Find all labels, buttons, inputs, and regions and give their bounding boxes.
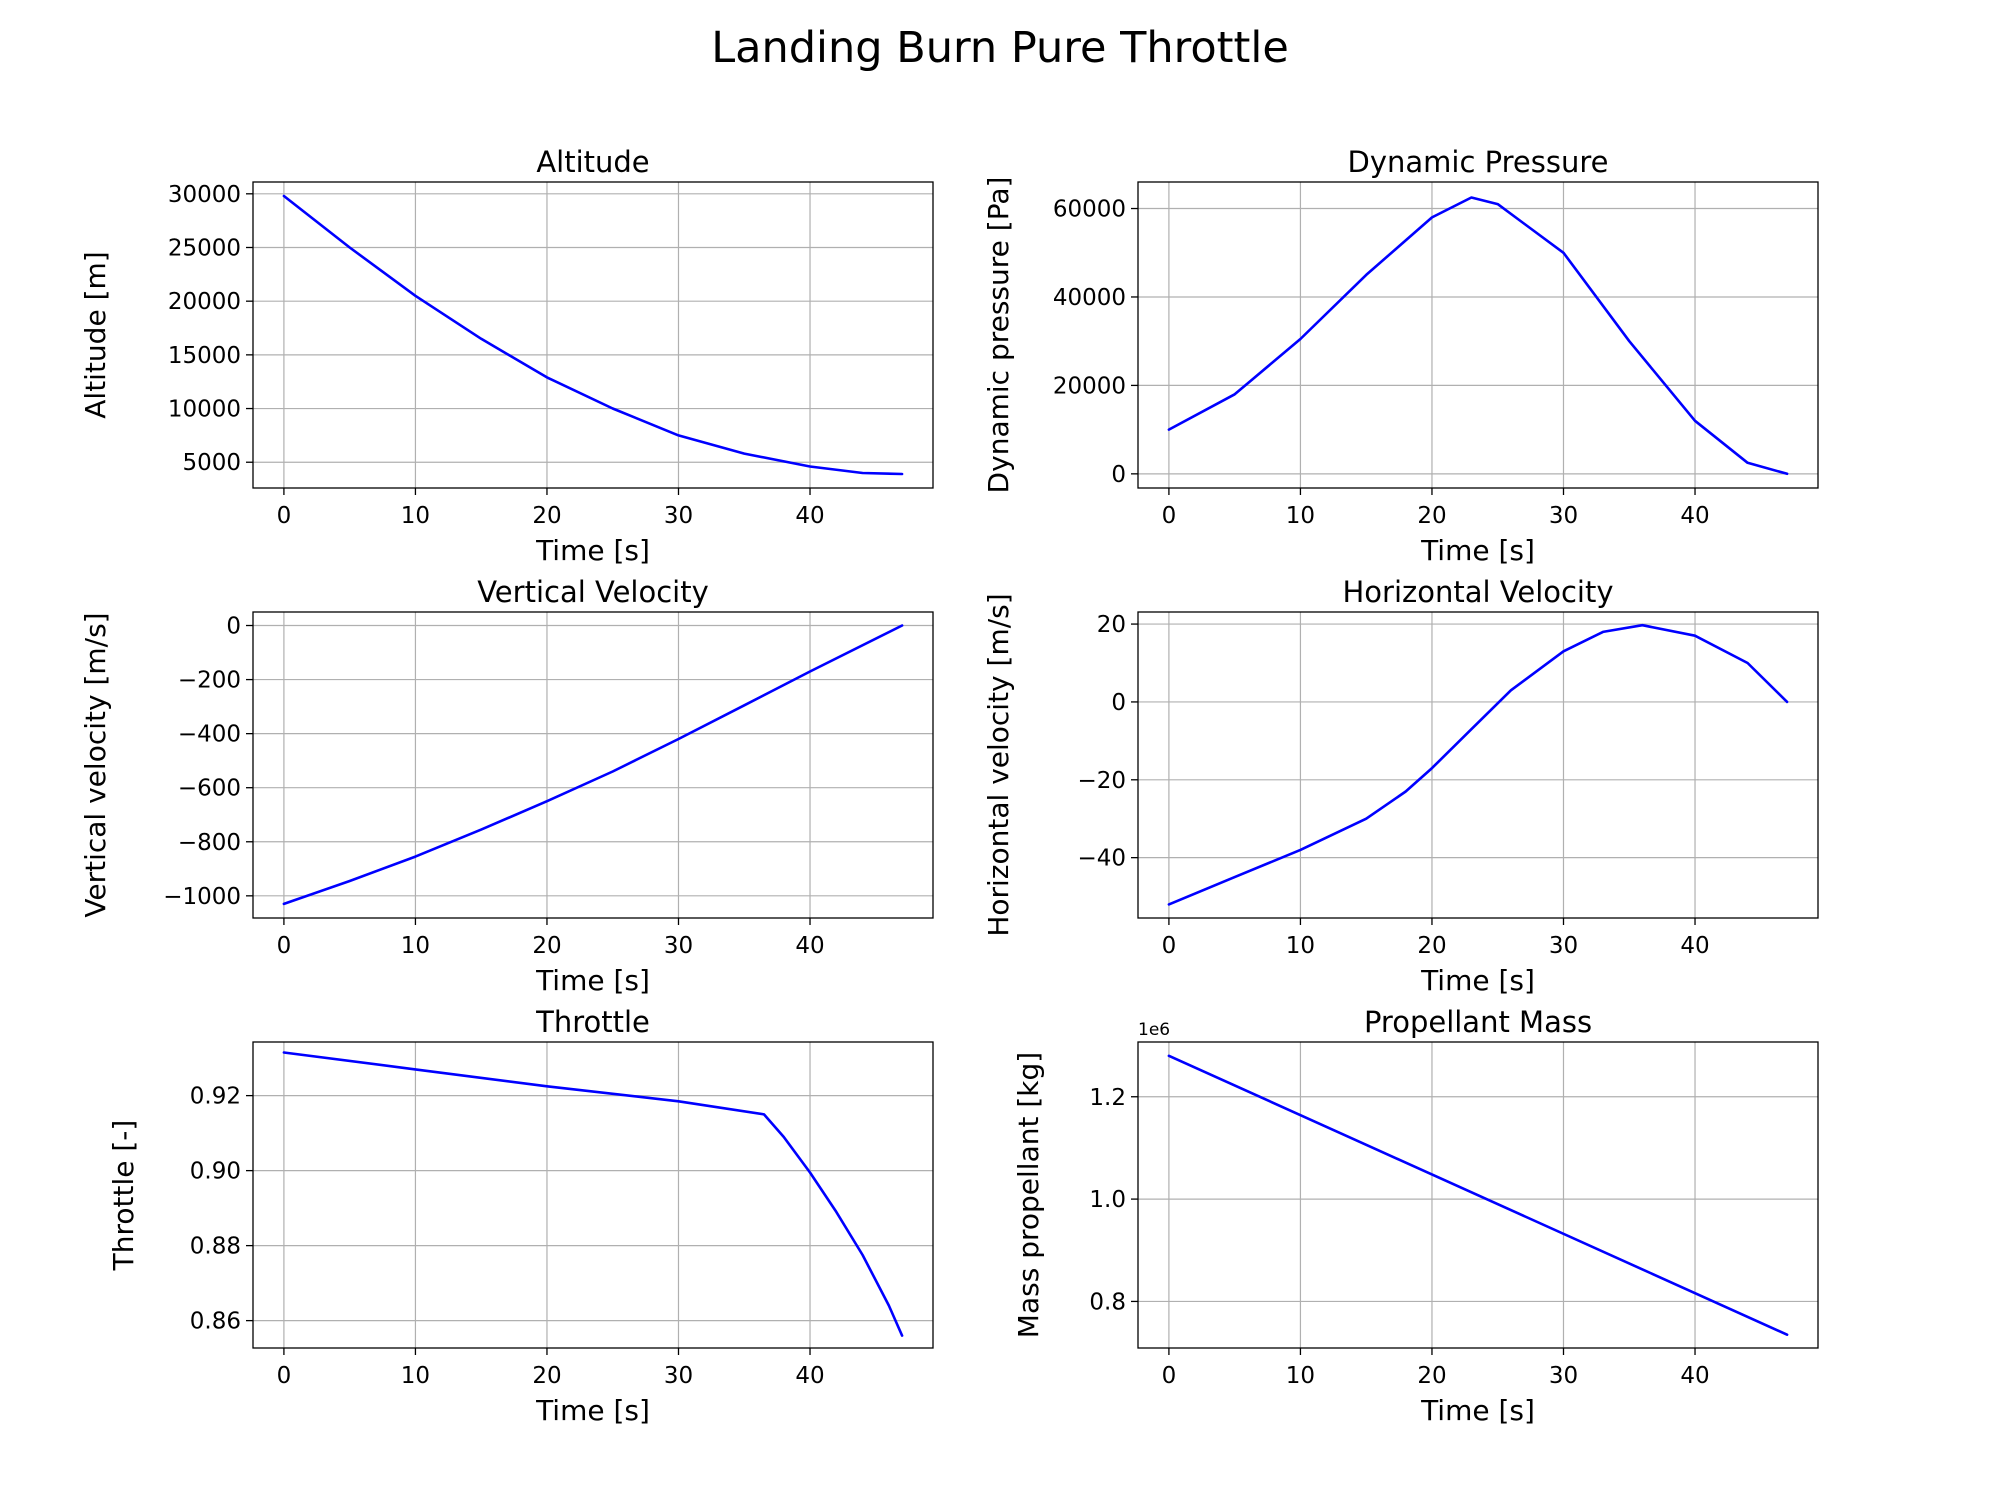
x-tick-label: 30 bbox=[1549, 933, 1578, 959]
y-tick-label: 30000 bbox=[168, 182, 241, 208]
subplot-altitude: 0 10 20 30 40 5000 10000 15000 20000 25000 30000 Al… bbox=[79, 145, 934, 567]
y-tick-label: −1000 bbox=[163, 884, 241, 910]
axes-title: Vertical Velocity bbox=[477, 575, 709, 609]
x-tick-label: 20 bbox=[532, 503, 561, 529]
y-tick-label: 0 bbox=[1111, 462, 1126, 488]
x-tick-label: 0 bbox=[277, 1363, 292, 1389]
y-tick-label: 1.0 bbox=[1089, 1187, 1126, 1213]
x-axis-label: Time [s] bbox=[535, 964, 650, 997]
y-tick-label: 25000 bbox=[168, 235, 241, 261]
subplot-dynamic-pressure: 0 10 20 30 40 0 20000 40000 60000 Dynamic Pressur… bbox=[982, 145, 1819, 567]
x-axis-label: Time [s] bbox=[535, 534, 650, 567]
x-axis-label: Time [s] bbox=[1420, 1394, 1535, 1427]
axes-frame bbox=[252, 611, 934, 919]
x-tick-label: 30 bbox=[1549, 1363, 1578, 1389]
series-line-propellant-mass bbox=[1167, 1054, 1789, 1336]
y-tick-label: −200 bbox=[178, 668, 241, 694]
x-tick-label: 20 bbox=[1417, 1363, 1446, 1389]
x-tick-label: 10 bbox=[401, 933, 430, 959]
axes-frame bbox=[1137, 181, 1819, 489]
y-tick-label: 20000 bbox=[1053, 373, 1126, 399]
y-tick-label: 0 bbox=[226, 614, 241, 640]
x-tick-label: 10 bbox=[1286, 503, 1315, 529]
subplot-vertical-velocity: 0 10 20 30 40 −1000 −800 −600 −400 −200 0 Vertical … bbox=[79, 575, 934, 997]
y-tick-label: −40 bbox=[1077, 846, 1126, 872]
y-axis-label: Throttle [-] bbox=[107, 1120, 140, 1272]
subplot-grid: 0 10 20 30 4050001000015000200002500030000Al… bbox=[79, 145, 1819, 1427]
y-axis-label: Mass propellant [kg] bbox=[1012, 1052, 1045, 1338]
x-tick-label: 40 bbox=[795, 503, 824, 529]
x-tick-label: 40 bbox=[795, 1363, 824, 1389]
x-tick-label: 10 bbox=[1286, 933, 1315, 959]
axes-frame bbox=[252, 181, 934, 489]
y-tick-label: −20 bbox=[1077, 768, 1126, 794]
y-tick-label: 20 bbox=[1097, 612, 1126, 638]
y-tick-label: −600 bbox=[178, 776, 241, 802]
x-tick-label: 40 bbox=[1680, 503, 1709, 529]
y-tick-label: 0.8 bbox=[1089, 1289, 1126, 1315]
x-tick-label: 0 bbox=[1162, 1363, 1177, 1389]
y-tick-label: 0.92 bbox=[190, 1084, 241, 1110]
subplot-propellant-mass: 0 10 20 30 40 0.8 1.0 1.2 Propellant Mass Time [s… bbox=[1012, 1005, 1819, 1427]
y-tick-label: −800 bbox=[178, 830, 241, 856]
y-tick-label: 20000 bbox=[168, 289, 241, 315]
y-axis-label: Horizontal velocity [m/s] bbox=[982, 593, 1015, 936]
y-axis-label: Vertical velocity [m/s] bbox=[79, 612, 112, 917]
subplot-horizontal-velocity: 0 10 20 30 40 −40 −20 0 20 Horizontal Velocity Tim… bbox=[982, 575, 1819, 997]
y-tick-label: 1.2 bbox=[1089, 1085, 1126, 1111]
x-tick-label: 20 bbox=[1417, 503, 1446, 529]
axes-frame bbox=[252, 1041, 934, 1349]
y-tick-label: 15000 bbox=[168, 343, 241, 369]
y-axis-label: Dynamic pressure [Pa] bbox=[982, 177, 1015, 494]
axes-title: Throttle bbox=[535, 1005, 650, 1039]
x-tick-label: 0 bbox=[1162, 503, 1177, 529]
y-tick-label: 10000 bbox=[168, 397, 241, 423]
x-tick-label: 10 bbox=[401, 1363, 430, 1389]
x-axis-label: Time [s] bbox=[535, 1394, 650, 1427]
series-line-altitude bbox=[282, 194, 904, 476]
x-tick-label: 30 bbox=[664, 1363, 693, 1389]
x-tick-label: 20 bbox=[532, 933, 561, 959]
axes-frame bbox=[1137, 1041, 1819, 1349]
x-axis-label: Time [s] bbox=[1420, 534, 1535, 567]
y-tick-label: −400 bbox=[178, 722, 241, 748]
y-tick-label: 40000 bbox=[1053, 285, 1126, 311]
x-tick-label: 30 bbox=[664, 503, 693, 529]
x-tick-label: 40 bbox=[1680, 1363, 1709, 1389]
subplot-throttle: 0 10 20 30 40 0.86 0.88 0.90 0.92 Throttle Time [s… bbox=[107, 1005, 934, 1427]
axes-title: Propellant Mass bbox=[1364, 1005, 1592, 1039]
x-tick-label: 40 bbox=[795, 933, 824, 959]
y-tick-label: 5000 bbox=[182, 450, 241, 476]
x-tick-label: 30 bbox=[664, 933, 693, 959]
axes-title: Dynamic Pressure bbox=[1348, 145, 1609, 179]
y-tick-label: 0.88 bbox=[190, 1234, 241, 1260]
x-tick-label: 20 bbox=[1417, 933, 1446, 959]
x-axis-label: Time [s] bbox=[1420, 964, 1535, 997]
figure-title: Landing Burn Pure Throttle bbox=[711, 23, 1289, 73]
x-tick-label: 10 bbox=[401, 503, 430, 529]
series-line-horizontal-velocity bbox=[1167, 623, 1789, 906]
axes-title: Horizontal Velocity bbox=[1342, 575, 1613, 609]
y-tick-label: 0.86 bbox=[190, 1309, 241, 1335]
series-line-vertical-velocity bbox=[282, 624, 904, 906]
x-tick-label: 40 bbox=[1680, 933, 1709, 959]
axes-title: Altitude bbox=[536, 145, 649, 179]
x-tick-label: 0 bbox=[277, 503, 292, 529]
y-tick-label: 0.90 bbox=[190, 1159, 241, 1185]
x-tick-label: 10 bbox=[1286, 1363, 1315, 1389]
y-tick-label: 0 bbox=[1111, 690, 1126, 716]
x-tick-label: 20 bbox=[532, 1363, 561, 1389]
y-axis-offset-label: 1e6 bbox=[1138, 1020, 1170, 1040]
series-line-dynamic-pressure bbox=[1167, 196, 1789, 476]
y-tick-label: 60000 bbox=[1053, 197, 1126, 223]
axes-frame bbox=[1137, 611, 1819, 919]
y-axis-label: Altitude [m] bbox=[79, 251, 112, 418]
x-tick-label: 0 bbox=[277, 933, 292, 959]
series-line-throttle bbox=[282, 1051, 904, 1337]
x-tick-label: 30 bbox=[1549, 503, 1578, 529]
x-tick-label: 0 bbox=[1162, 933, 1177, 959]
